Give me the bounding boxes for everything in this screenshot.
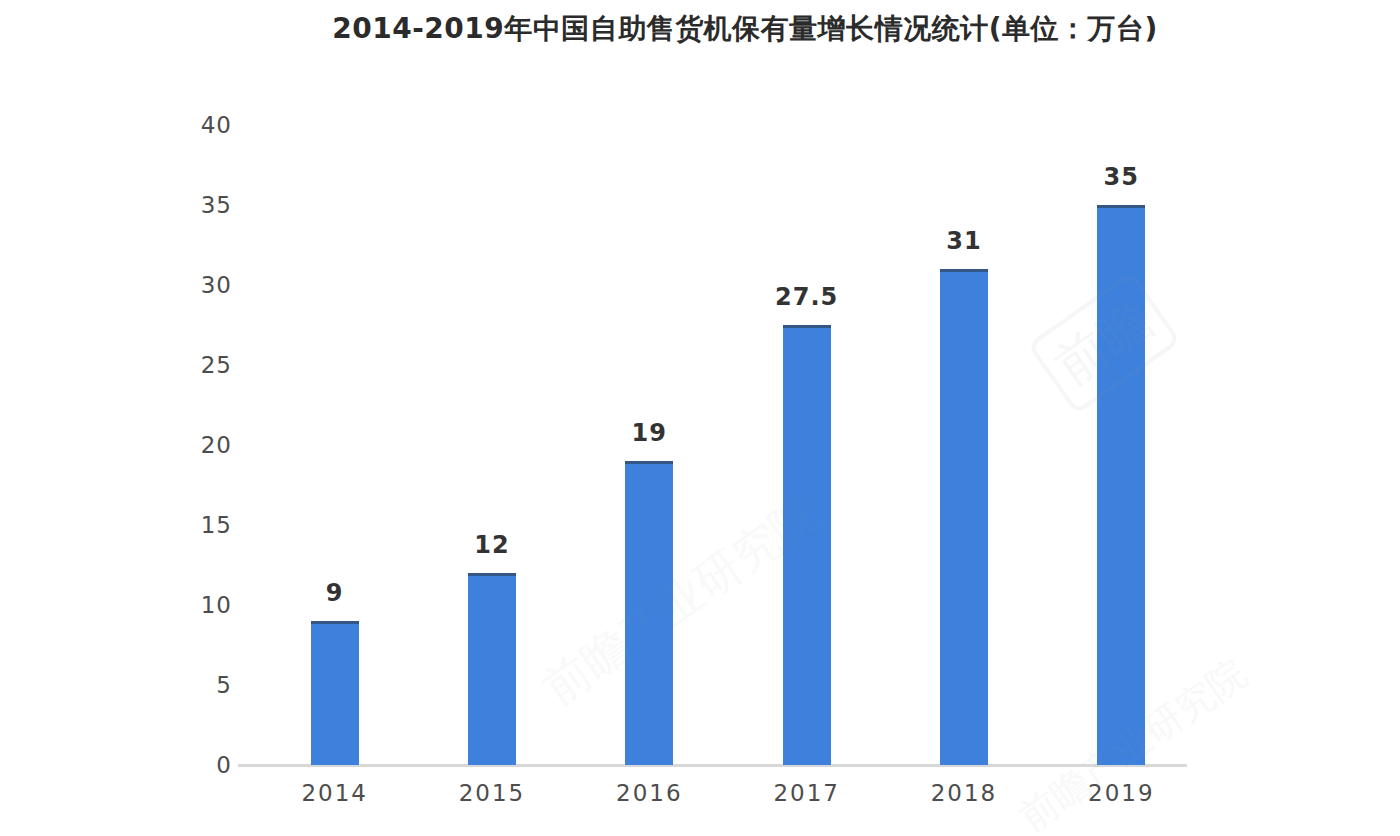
bar-value-label: 12 xyxy=(474,531,509,559)
x-tick-label: 2014 xyxy=(256,780,413,806)
y-tick-label: 15 xyxy=(201,512,232,538)
y-tick-label: 25 xyxy=(201,352,232,378)
bar-value-label: 31 xyxy=(946,227,981,255)
y-tick-label: 5 xyxy=(216,672,232,698)
bars-container: 9 12 19 27.5 31 35 xyxy=(256,75,1200,765)
x-tick-label: 2016 xyxy=(571,780,728,806)
x-tick-label: 2017 xyxy=(728,780,885,806)
chart-title: 2014-2019年中国自助售货机保有量增长情况统计(单位：万台) xyxy=(240,10,1250,48)
y-tick-label: 20 xyxy=(201,432,232,458)
x-tick-label: 2019 xyxy=(1043,780,1200,806)
x-tick-label: 2015 xyxy=(413,780,570,806)
bar-group-2018: 31 xyxy=(885,227,1042,765)
x-tick-label: 2018 xyxy=(885,780,1042,806)
bar-value-label: 19 xyxy=(632,419,667,447)
y-tick-label: 10 xyxy=(201,592,232,618)
bar-value-label: 35 xyxy=(1104,163,1139,191)
bar-2018 xyxy=(940,269,988,765)
bar-2017 xyxy=(783,325,831,765)
bar-2015 xyxy=(468,573,516,765)
bar-2016 xyxy=(625,461,673,765)
x-axis-labels: 201420152016201720182019 xyxy=(256,780,1200,806)
y-tick-label: 0 xyxy=(216,752,232,778)
bar-group-2015: 12 xyxy=(413,531,570,765)
y-tick-label: 30 xyxy=(201,272,232,298)
bar-value-label: 9 xyxy=(326,579,344,607)
bar-value-label: 27.5 xyxy=(775,283,838,311)
y-tick-label: 35 xyxy=(201,192,232,218)
y-axis: 0 5 10 15 20 25 30 35 40 xyxy=(0,0,232,836)
bar-group-2014: 9 xyxy=(256,579,413,765)
bar-2019 xyxy=(1097,205,1145,765)
bar-group-2017: 27.5 xyxy=(728,283,885,765)
chart-canvas: 2014-2019年中国自助售货机保有量增长情况统计(单位：万台) 0 5 10 15… xyxy=(0,0,1400,836)
bar-group-2016: 19 xyxy=(571,419,728,765)
y-tick-label: 40 xyxy=(201,112,232,138)
bar-group-2019: 35 xyxy=(1043,163,1200,765)
bar-2014 xyxy=(311,621,359,765)
